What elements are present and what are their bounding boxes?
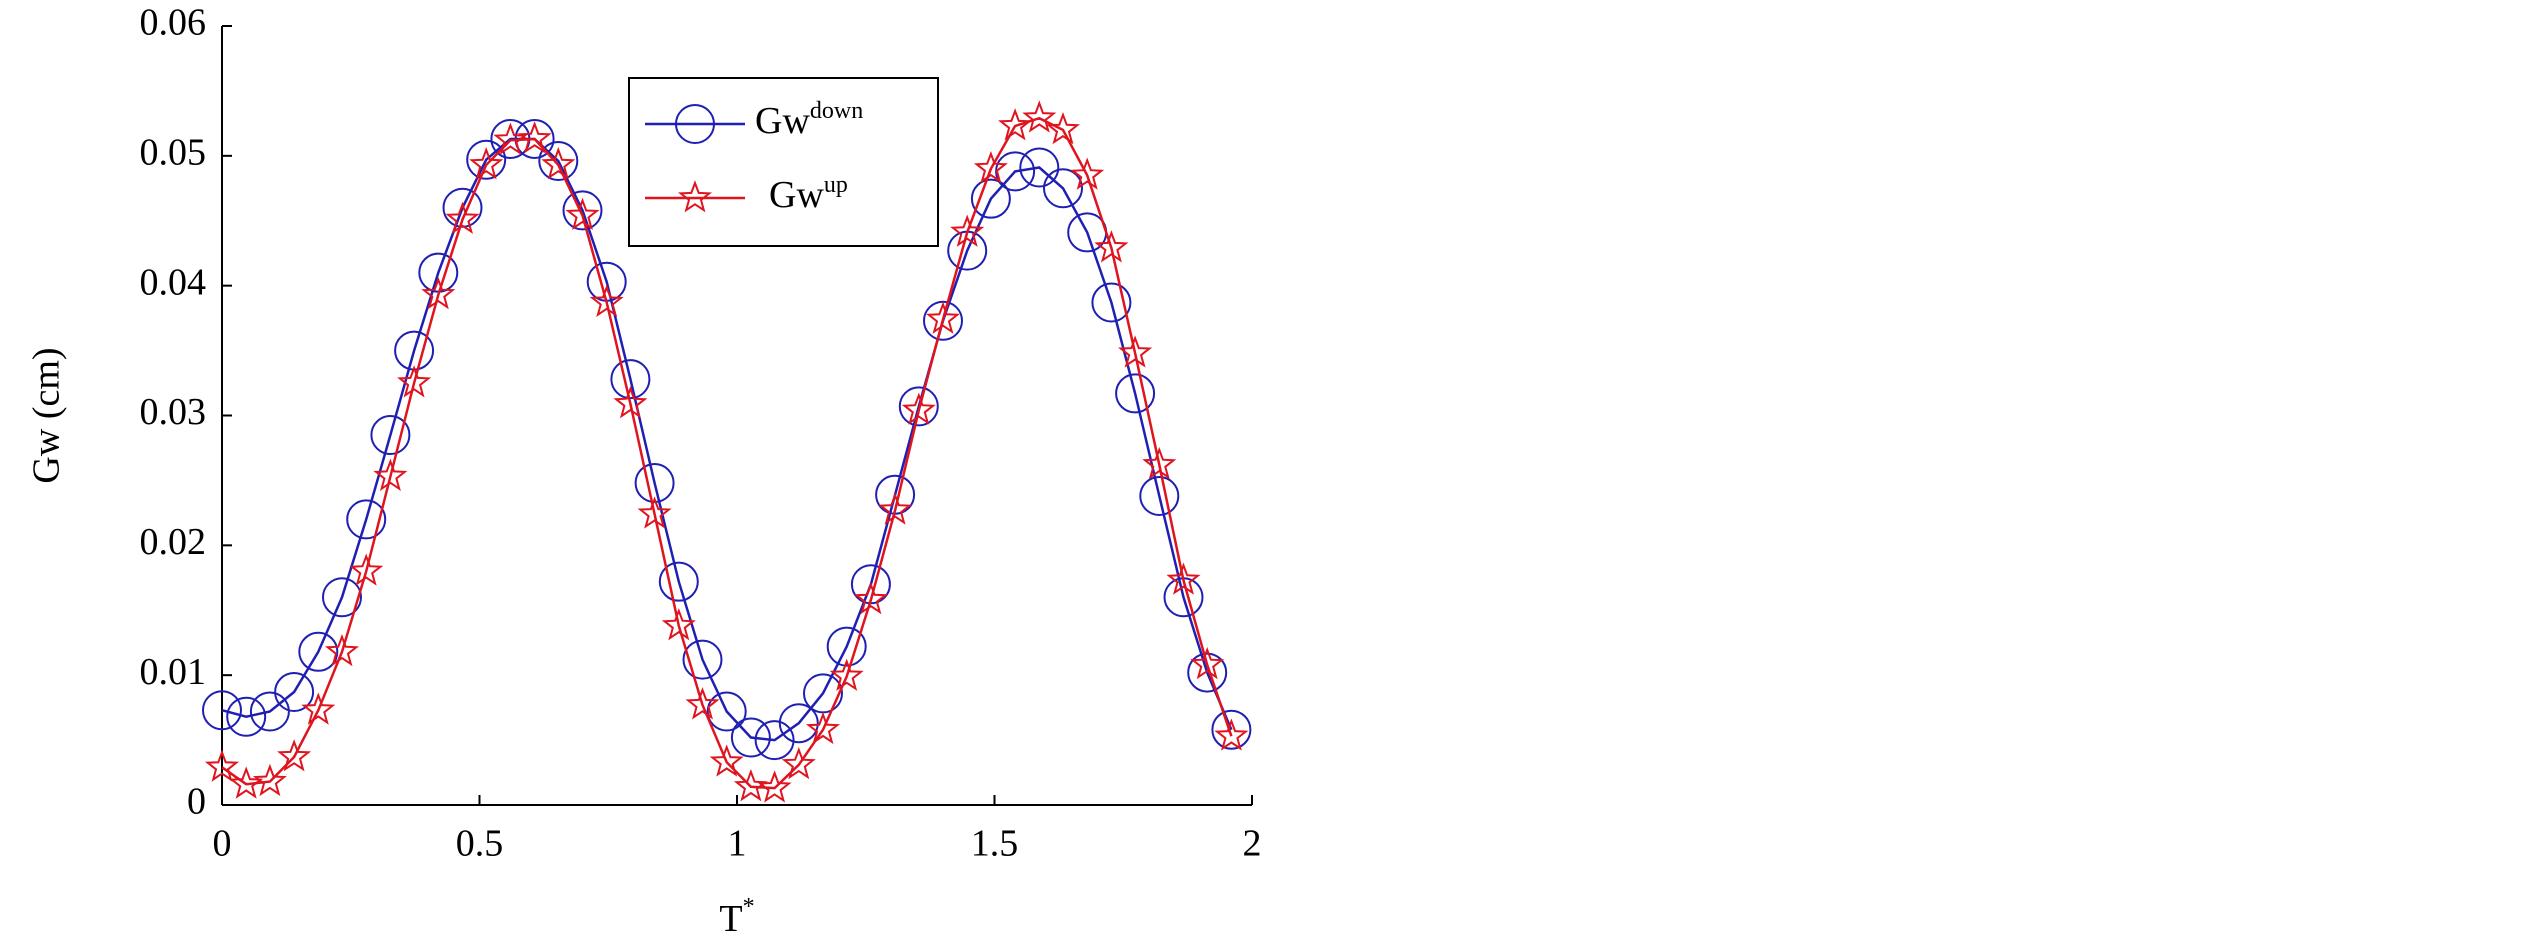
legend-label: Gwup <box>769 172 848 216</box>
marker <box>373 458 408 492</box>
x-label-sup: * <box>743 894 755 920</box>
marker <box>658 561 699 602</box>
marker <box>229 766 264 799</box>
marker <box>562 190 603 231</box>
marker <box>998 108 1033 141</box>
marker <box>1022 100 1057 133</box>
legend-marker <box>675 104 715 144</box>
y-tick-label: 0.01 <box>140 651 207 693</box>
marker <box>202 690 242 731</box>
marker <box>610 359 651 400</box>
legend-label-base: Gw <box>755 100 810 142</box>
x-tick-label: 0 <box>213 823 232 865</box>
marker <box>826 626 867 667</box>
marker <box>973 150 1008 184</box>
marker <box>682 639 723 680</box>
marker <box>950 214 985 247</box>
marker <box>346 499 387 540</box>
marker <box>252 763 287 797</box>
marker <box>706 691 747 732</box>
legend-label-sup: down <box>810 98 863 124</box>
marker <box>685 687 720 720</box>
marker <box>249 691 290 732</box>
x-axis-label: T* <box>719 894 754 939</box>
marker <box>805 711 841 745</box>
marker <box>274 672 315 713</box>
x-tick-label: 1 <box>728 823 747 865</box>
y-tick-label: 0.04 <box>140 261 207 303</box>
marker <box>445 201 480 234</box>
marker <box>204 749 240 782</box>
marker <box>613 385 648 419</box>
marker <box>1091 282 1132 323</box>
marker <box>1115 373 1156 414</box>
marker <box>637 496 672 529</box>
marker <box>730 717 771 758</box>
marker <box>298 631 339 672</box>
marker <box>925 301 961 334</box>
marker <box>1139 475 1180 516</box>
marker <box>517 121 552 154</box>
marker <box>1190 646 1225 680</box>
legend-label-base: Gw <box>769 174 824 216</box>
marker <box>466 139 507 180</box>
marker <box>1070 157 1105 190</box>
marker <box>878 492 913 525</box>
y-tick-label: 0 <box>187 781 206 823</box>
series-line <box>221 116 1233 790</box>
marker <box>1187 652 1228 693</box>
legend-label: Gwdown <box>755 98 863 142</box>
marker <box>589 284 624 318</box>
y-tick-label: 0.03 <box>140 391 207 433</box>
legend-box <box>628 77 939 247</box>
marker <box>733 768 768 802</box>
marker <box>778 703 819 744</box>
legend-marker <box>677 180 713 213</box>
x-label-base: T <box>719 898 742 939</box>
marker <box>421 276 456 310</box>
y-tick-label: 0.02 <box>140 521 207 563</box>
marker <box>277 739 312 772</box>
marker <box>538 141 579 182</box>
marker <box>349 553 384 586</box>
marker <box>1042 168 1083 209</box>
marker <box>853 582 888 615</box>
marker <box>898 386 939 427</box>
legend-label-sup: up <box>824 172 848 198</box>
marker <box>661 607 696 641</box>
series-line <box>221 137 1233 742</box>
y-axis-label: Gw (cm) <box>26 347 68 483</box>
marker <box>1045 112 1081 145</box>
marker <box>1118 335 1153 368</box>
marker <box>754 720 795 761</box>
marker <box>970 178 1011 219</box>
marker <box>397 365 432 398</box>
x-tick-label: 1.5 <box>971 823 1019 865</box>
marker <box>757 770 792 803</box>
marker <box>1094 230 1129 263</box>
x-tick-label: 2 <box>1243 823 1262 865</box>
marker <box>541 147 576 180</box>
marker <box>709 744 744 777</box>
marker <box>226 696 267 737</box>
marker <box>829 658 864 691</box>
marker <box>370 414 411 455</box>
marker <box>1142 446 1177 480</box>
marker <box>1211 709 1252 750</box>
x-tick-label: 0.5 <box>456 823 504 865</box>
marker <box>1019 147 1060 188</box>
marker <box>1166 562 1201 595</box>
marker <box>901 392 936 425</box>
marker <box>301 692 336 725</box>
marker <box>324 633 360 667</box>
y-tick-label: 0.06 <box>140 2 207 44</box>
marker <box>1214 718 1249 751</box>
y-tick-label: 0.05 <box>140 132 207 174</box>
marker <box>469 147 504 180</box>
marker <box>565 197 600 230</box>
marker <box>781 746 816 780</box>
marker <box>321 577 362 618</box>
